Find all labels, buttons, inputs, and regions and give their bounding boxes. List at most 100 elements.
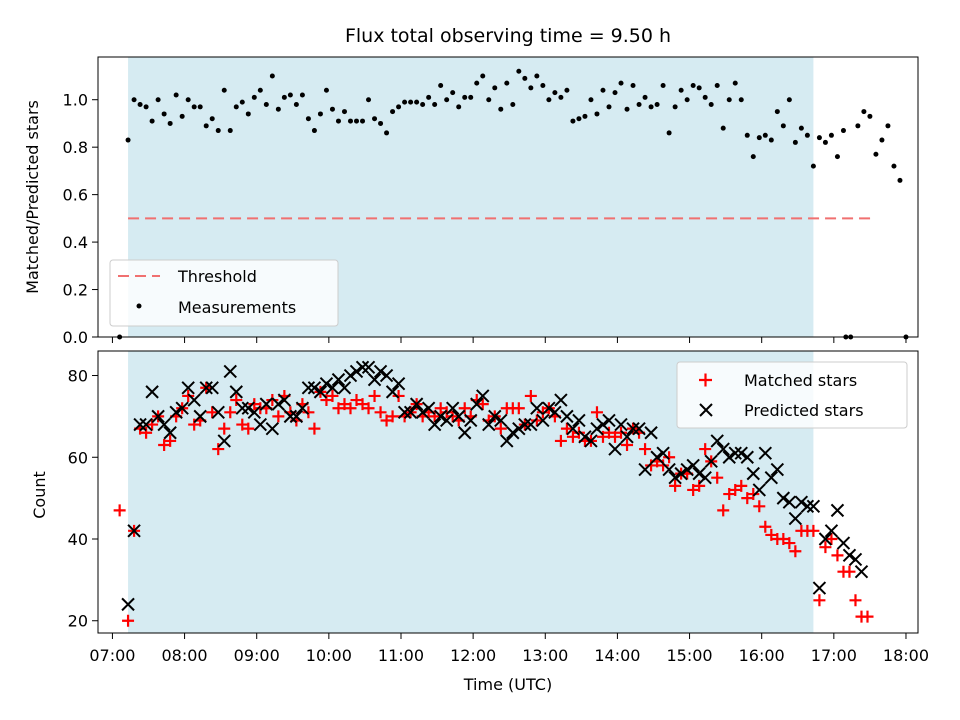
predicted-star-point xyxy=(211,405,225,420)
predicted-star-point xyxy=(530,401,544,415)
measurement-point xyxy=(891,163,897,169)
measurement-point xyxy=(642,94,648,100)
measurement-point xyxy=(600,87,606,93)
matched-star-point xyxy=(188,418,201,431)
predicted-star-point xyxy=(337,381,352,395)
matched-star-point xyxy=(645,459,658,472)
predicted-star-point xyxy=(752,483,766,497)
predicted-star-point xyxy=(283,409,298,424)
y-tick: 0.6 xyxy=(63,186,98,205)
predicted-star-point xyxy=(536,413,550,428)
measurement-point xyxy=(660,82,666,88)
bottom-axes-frame xyxy=(97,350,919,634)
predicted-star-point xyxy=(716,442,730,456)
predicted-star-point xyxy=(259,397,274,411)
predicted-star-point xyxy=(470,397,484,411)
measurement-point xyxy=(732,80,738,86)
measurement-point xyxy=(486,97,492,103)
predicted-star-point xyxy=(325,381,340,395)
measurement-point xyxy=(630,82,636,88)
measurement-point xyxy=(161,111,167,117)
measurement-point xyxy=(384,130,390,136)
y-tick: 0.8 xyxy=(63,138,98,157)
predicted-star-point xyxy=(668,470,682,485)
predicted-star-point xyxy=(355,360,370,375)
measurement-point xyxy=(762,132,768,138)
measurement-point xyxy=(618,80,624,86)
matched-star-point xyxy=(789,545,802,558)
matched-star-point xyxy=(861,610,874,623)
measurement-point xyxy=(378,120,384,126)
predicted-star-point xyxy=(121,597,135,612)
matched-star-point xyxy=(560,422,573,435)
predicted-star-point xyxy=(488,409,502,424)
bottom-y-ticks: 20 40 60 80 xyxy=(68,367,98,631)
measurement-point xyxy=(744,132,750,138)
matched-star-point xyxy=(747,488,760,501)
measurement-point xyxy=(654,101,660,107)
matched-star-point xyxy=(182,389,195,402)
measurement-point xyxy=(269,73,275,79)
measurement-point xyxy=(570,118,576,124)
matched-star-point xyxy=(524,389,537,402)
bottom-legend: Matched stars Predicted stars xyxy=(676,361,908,429)
x-tick: 07:00 xyxy=(89,633,135,665)
matched-star-point xyxy=(693,479,706,492)
measurement-point xyxy=(396,104,402,110)
matched-star-point xyxy=(566,430,579,443)
measurement-point xyxy=(804,132,810,138)
predicted-star-point xyxy=(722,450,736,464)
measurement-point xyxy=(390,109,396,115)
predicted-star-point xyxy=(572,413,586,428)
measurement-point xyxy=(209,116,215,122)
x-tick-label: 14:00 xyxy=(594,646,640,665)
matched-star-point xyxy=(699,443,712,456)
measurement-point xyxy=(480,73,486,79)
x-tick: 16:00 xyxy=(739,633,785,665)
predicted-star-point xyxy=(770,462,785,477)
predicted-star-point xyxy=(740,450,754,464)
x-tick-label: 11:00 xyxy=(378,646,424,665)
predicted-star-point xyxy=(596,417,610,432)
measurement-point xyxy=(372,116,378,122)
measurement-point xyxy=(636,101,642,107)
predicted-star-point xyxy=(271,397,286,411)
predicted-star-point xyxy=(415,405,430,420)
matched-star-point xyxy=(212,443,225,456)
measurement-point xyxy=(293,101,299,107)
predicted-star-point xyxy=(331,372,346,387)
predicted-star-point xyxy=(824,524,839,538)
bottom-legend-box xyxy=(676,361,908,429)
matched-star-point xyxy=(242,422,255,435)
predicted-star-point xyxy=(644,426,658,440)
predicted-star-point xyxy=(854,564,869,579)
predicted-star-point xyxy=(433,409,448,424)
matched-star-point xyxy=(663,451,676,464)
predicted-star-point xyxy=(590,421,604,436)
measurement-point xyxy=(462,94,468,100)
predicted-star-point xyxy=(289,409,304,424)
measurement-point xyxy=(798,125,804,131)
measurement-point xyxy=(708,101,714,107)
measurement-point xyxy=(879,137,885,143)
x-tick-label: 08:00 xyxy=(162,646,208,665)
matched-star-point xyxy=(434,402,447,415)
predicted-star-point xyxy=(692,466,706,481)
matched-star-point xyxy=(146,418,159,431)
predicted-star-point xyxy=(758,446,773,460)
matched-star-point xyxy=(218,422,231,435)
measurement-point xyxy=(167,120,173,126)
matched-star-point xyxy=(669,479,682,492)
matched-star-point xyxy=(602,426,615,439)
predicted-star-point xyxy=(656,446,670,460)
predicted-star-point xyxy=(145,385,159,399)
matched-star-point xyxy=(849,594,862,607)
matched-star-point xyxy=(753,500,766,513)
measurement-point xyxy=(606,104,612,110)
legend-threshold-label: Threshold xyxy=(177,267,257,286)
predicted-star-point xyxy=(247,405,262,420)
predicted-star-point xyxy=(500,434,514,448)
matched-star-point xyxy=(819,541,832,554)
matched-star-point xyxy=(572,426,585,439)
predicted-star-point xyxy=(848,552,863,567)
